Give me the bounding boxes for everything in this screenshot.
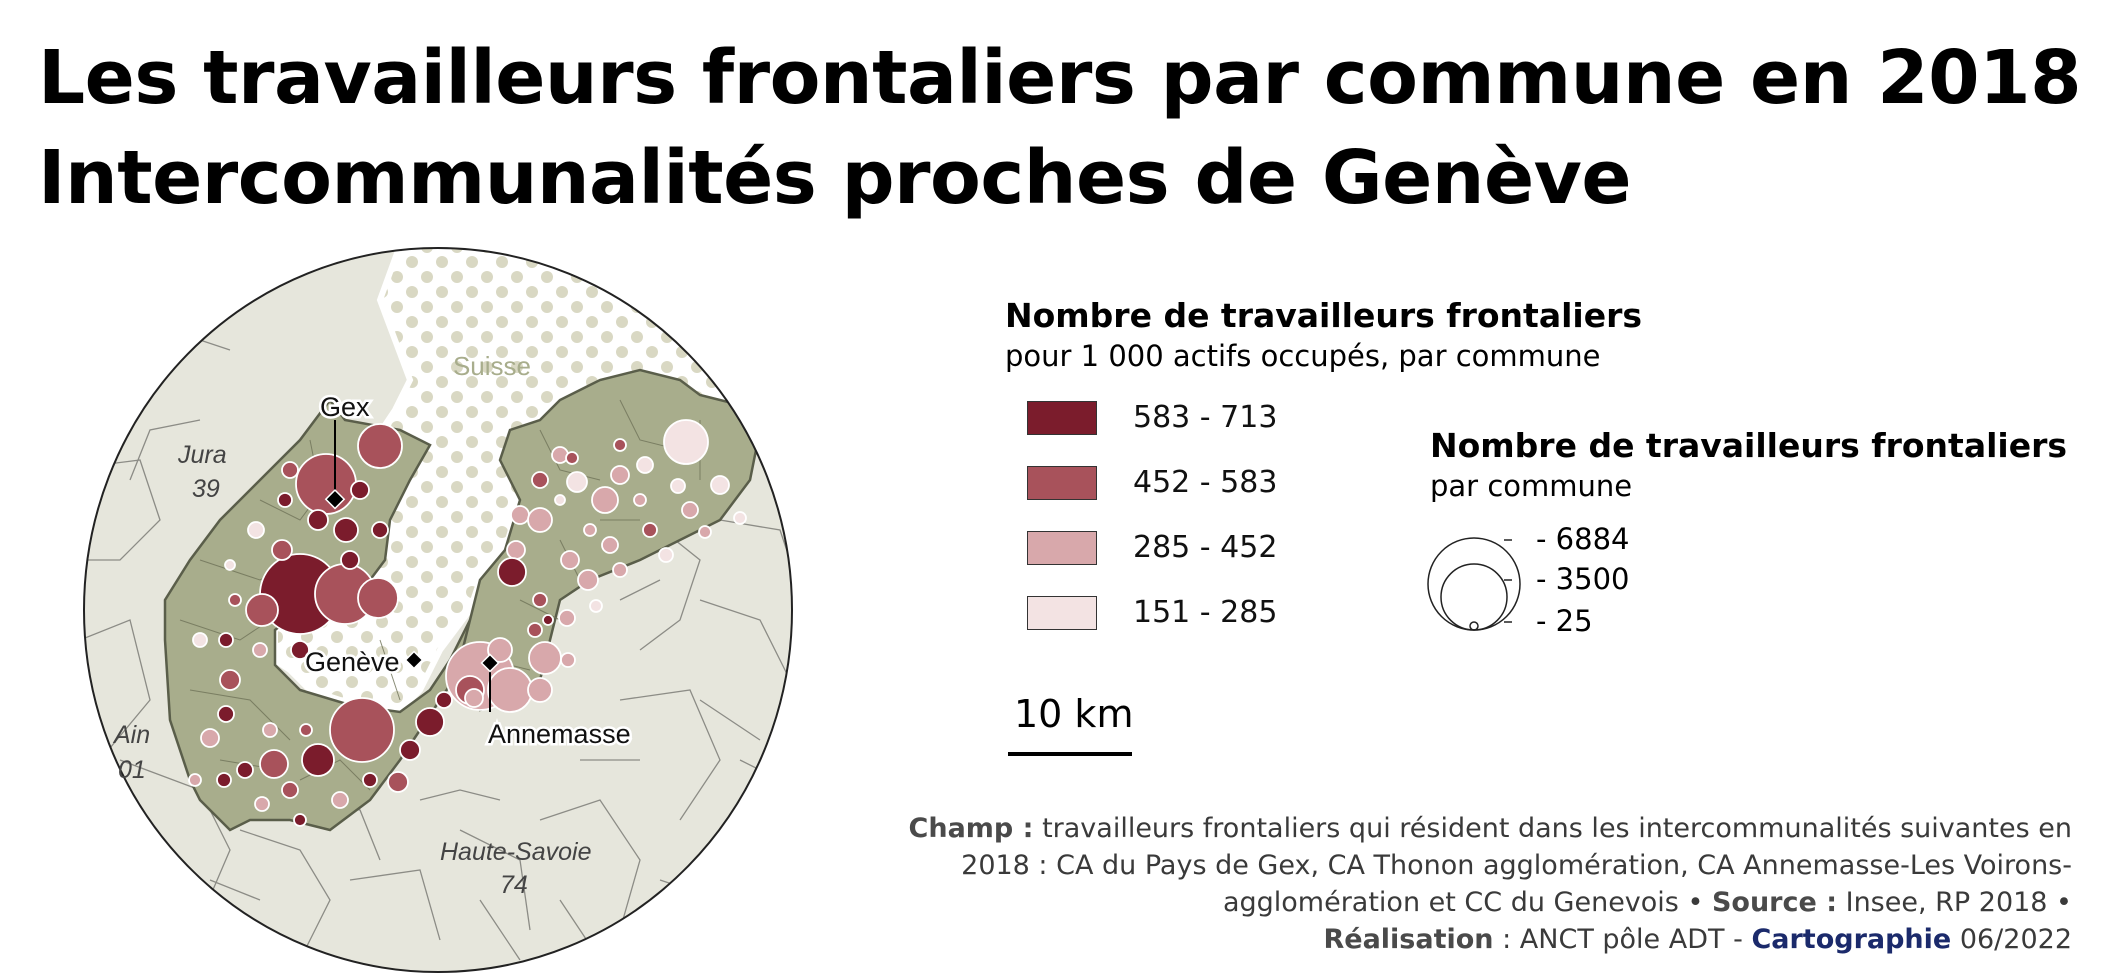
proportional-legend: Nombre de travailleurs frontaliers par c… bbox=[1430, 426, 2070, 656]
legend-class-row: 151 - 285 bbox=[1027, 595, 1277, 630]
proportional-legend-value: - 3500 bbox=[1536, 562, 1630, 596]
label-ain-code: 01 bbox=[118, 756, 146, 784]
legend-swatch bbox=[1027, 530, 1097, 565]
label-jura-code: 39 bbox=[192, 475, 220, 503]
map-labels: Suisse Jura 39 Ain 01 Haute-Savoie 74 Ge… bbox=[112, 351, 633, 899]
map-frame bbox=[83, 247, 793, 973]
label-ain: Ain bbox=[112, 721, 150, 749]
realisation-label: Réalisation bbox=[1323, 924, 1494, 955]
champ-label: Champ : bbox=[908, 813, 1034, 844]
choropleth-legend: Nombre de travailleurs frontaliers pour … bbox=[1005, 296, 1705, 636]
notes: Champ : travailleurs frontaliers qui rés… bbox=[892, 810, 2072, 958]
proportional-legend-value: - 25 bbox=[1536, 604, 1593, 638]
legend-swatch bbox=[1027, 465, 1097, 500]
page-title: Les travailleurs frontaliers par commune… bbox=[38, 28, 2102, 228]
proportional-legend-title: Nombre de travailleurs frontaliers bbox=[1430, 426, 2068, 465]
proportional-legend-value: - 6884 bbox=[1536, 522, 1630, 556]
legend-swatch bbox=[1027, 595, 1097, 630]
legend-swatch bbox=[1027, 400, 1097, 435]
label-haute-savoie-code: 74 bbox=[500, 871, 528, 899]
proportional-circles bbox=[188, 419, 747, 827]
realisation-text: : ANCT pôle ADT - bbox=[1502, 924, 1743, 955]
legend-class-label: 285 - 452 bbox=[1133, 530, 1278, 565]
legend-class-row: 285 - 452 bbox=[1027, 530, 1277, 565]
legend-class-label: 452 - 583 bbox=[1133, 465, 1278, 500]
champ-text: travailleurs frontaliers qui résident da… bbox=[961, 813, 2072, 918]
source-label: Source : bbox=[1711, 887, 1838, 918]
scale-label: 10 km bbox=[1014, 692, 1134, 736]
legend-class-label: 151 - 285 bbox=[1133, 595, 1278, 630]
legend-class-row: 452 - 583 bbox=[1027, 465, 1277, 500]
legend-class-label: 583 - 713 bbox=[1133, 400, 1278, 435]
proportional-legend-circles bbox=[1427, 537, 1521, 631]
proportional-legend-subtitle: par commune bbox=[1430, 469, 1633, 503]
date: 06/2022 bbox=[1959, 924, 2072, 955]
cartographie-label: Cartographie bbox=[1751, 924, 1952, 955]
city-markers bbox=[324, 420, 500, 712]
title-line-2: Intercommunalités proches de Genève bbox=[38, 135, 1632, 221]
label-geneve: Genève bbox=[305, 647, 400, 677]
title-line-1: Les travailleurs frontaliers par commune… bbox=[38, 35, 2102, 121]
label-annemasse: Annemasse bbox=[488, 719, 631, 749]
label-gex: Gex bbox=[320, 392, 370, 422]
label-suisse: Suisse bbox=[453, 351, 531, 381]
source-text: Insee, RP 2018 • bbox=[1845, 887, 2072, 918]
choropleth-legend-subtitle: pour 1 000 actifs occupés, par commune bbox=[1005, 339, 1601, 373]
label-haute-savoie: Haute-Savoie bbox=[440, 838, 591, 866]
legend-class-row: 583 - 713 bbox=[1027, 400, 1277, 435]
choropleth-legend-title: Nombre de travailleurs frontaliers bbox=[1005, 296, 1643, 335]
label-jura: Jura bbox=[177, 441, 227, 469]
